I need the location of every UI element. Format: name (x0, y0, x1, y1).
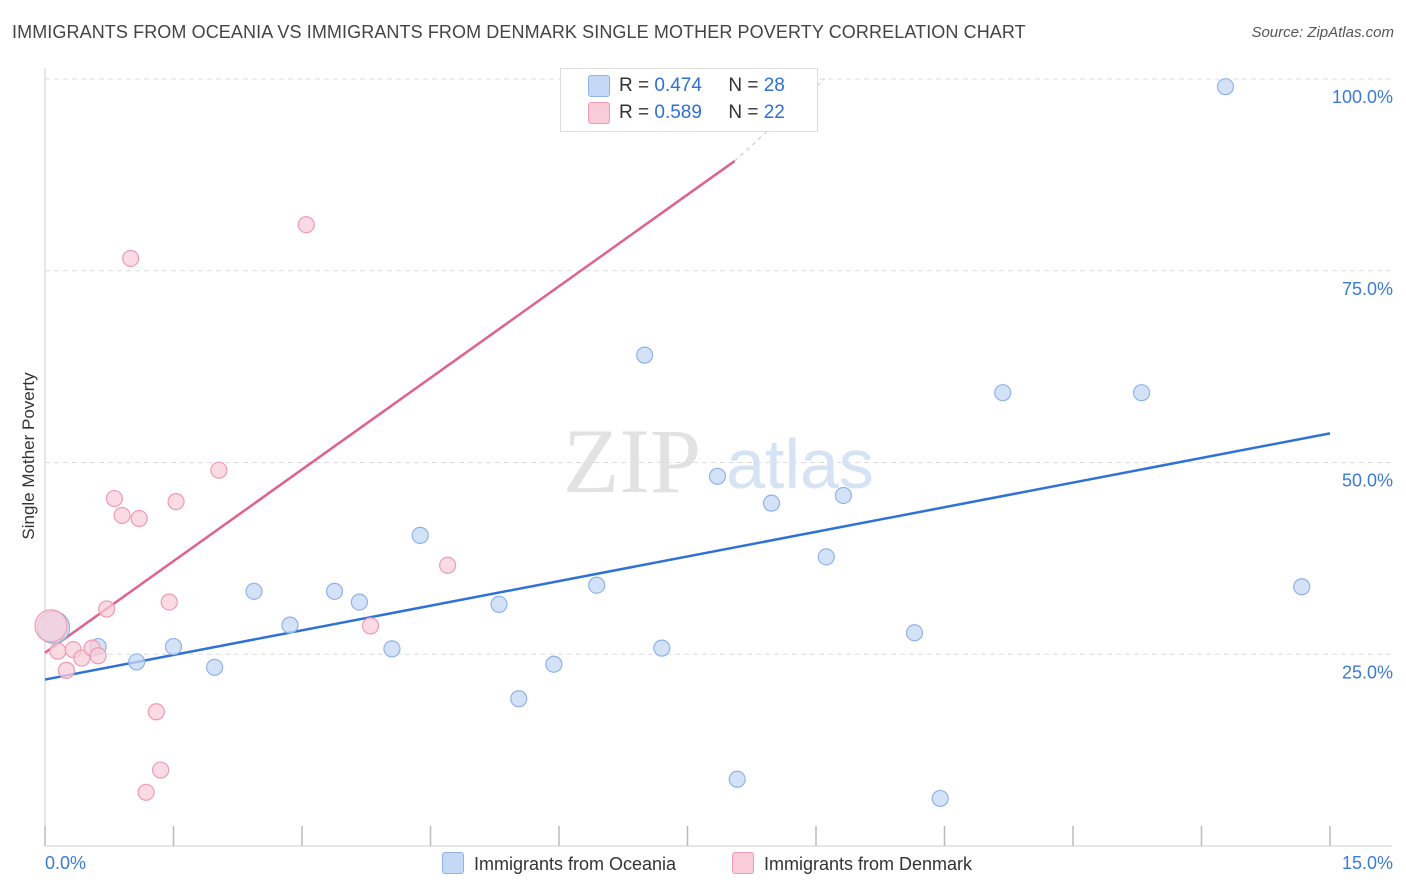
point-denmark (137, 783, 155, 801)
point-oceania (325, 582, 344, 600)
point-denmark (152, 761, 170, 779)
watermark-atlas: atlas (726, 425, 874, 503)
point-oceania (834, 486, 853, 505)
denmark-r-label: R = (619, 102, 655, 123)
point-oceania (1216, 78, 1235, 96)
point-oceania (350, 593, 368, 611)
y-tick-label: 25.0% (1342, 662, 1393, 682)
denmark-swatch (588, 102, 610, 124)
point-denmark (297, 216, 315, 234)
bottom-legend-oceania: Immigrants from Oceania (442, 852, 676, 875)
point-denmark (113, 506, 131, 525)
trend-layer (44, 78, 1331, 681)
point-oceania (636, 346, 654, 364)
point-denmark (147, 703, 165, 721)
correlation-legend: R = 0.474 N = 28 R = 0.589 N = 22 (560, 68, 818, 132)
point-oceania (1132, 384, 1151, 402)
point-denmark (122, 249, 140, 268)
points-layer (34, 78, 1311, 808)
grid-layer (45, 78, 1392, 655)
point-oceania (510, 690, 528, 708)
point-denmark (89, 647, 107, 665)
point-denmark (160, 593, 178, 611)
point-oceania (281, 616, 299, 634)
point-denmark (210, 461, 228, 479)
watermark-zip: ZIP (563, 410, 701, 512)
bottom-legend-denmark: Immigrants from Denmark (732, 852, 972, 875)
x-tick-label-min: 0.0% (45, 853, 86, 873)
point-oceania (708, 467, 727, 485)
point-denmark (57, 661, 76, 679)
y-axis-label: Single Mother Poverty (19, 372, 38, 540)
point-oceania (1293, 578, 1311, 596)
point-oceania (728, 770, 746, 788)
point-oceania (545, 655, 563, 673)
point-denmark (105, 489, 123, 508)
point-denmark (98, 600, 116, 618)
point-oceania (588, 576, 606, 594)
point-oceania (762, 494, 781, 512)
denmark-legend-swatch (732, 852, 754, 874)
oceania-swatch (588, 75, 610, 97)
point-oceania (490, 595, 508, 613)
point-oceania (411, 526, 429, 544)
point-oceania (164, 637, 183, 656)
watermark: ZIP atlas (563, 410, 874, 512)
y-tick-label: 75.0% (1342, 279, 1393, 299)
point-oceania (994, 384, 1012, 402)
oceania-legend-label: Immigrants from Oceania (474, 854, 677, 874)
oceania-r-label: R = (619, 75, 655, 96)
point-oceania (817, 548, 835, 566)
denmark-r-value: 0.589 (654, 102, 702, 123)
chart-title: IMMIGRANTS FROM OCEANIA VS IMMIGRANTS FR… (12, 22, 1026, 42)
denmark-legend-label: Immigrants from Denmark (764, 854, 973, 874)
point-denmark (34, 609, 68, 643)
axis-layer: 25.0% 50.0% 75.0% 100.0% 0.0% 15.0% (44, 68, 1393, 873)
denmark-n-label: N = (728, 102, 764, 123)
point-oceania (206, 658, 224, 676)
source-label: Source: ZipAtlas.com (1251, 24, 1394, 41)
denmark-n-value: 22 (763, 102, 785, 123)
oceania-n-value: 28 (763, 75, 785, 96)
x-tick-label-max: 15.0% (1342, 853, 1393, 873)
oceania-r-value: 0.474 (654, 75, 702, 96)
point-oceania (905, 624, 924, 642)
oceania-n-label: N = (728, 75, 764, 96)
point-oceania (653, 639, 671, 657)
oceania-legend-swatch (442, 852, 464, 874)
point-denmark (130, 509, 148, 528)
point-denmark (361, 617, 380, 635)
point-denmark (439, 556, 457, 574)
y-tick-label: 50.0% (1342, 471, 1393, 491)
point-oceania (128, 653, 146, 671)
point-oceania (931, 789, 949, 808)
trend-line-denmark (44, 160, 736, 654)
point-oceania (383, 640, 401, 658)
point-oceania (245, 582, 263, 600)
point-denmark (49, 642, 67, 660)
trend-line-oceania (44, 432, 1331, 681)
point-denmark (167, 493, 185, 511)
y-tick-label: 100.0% (1332, 87, 1393, 107)
